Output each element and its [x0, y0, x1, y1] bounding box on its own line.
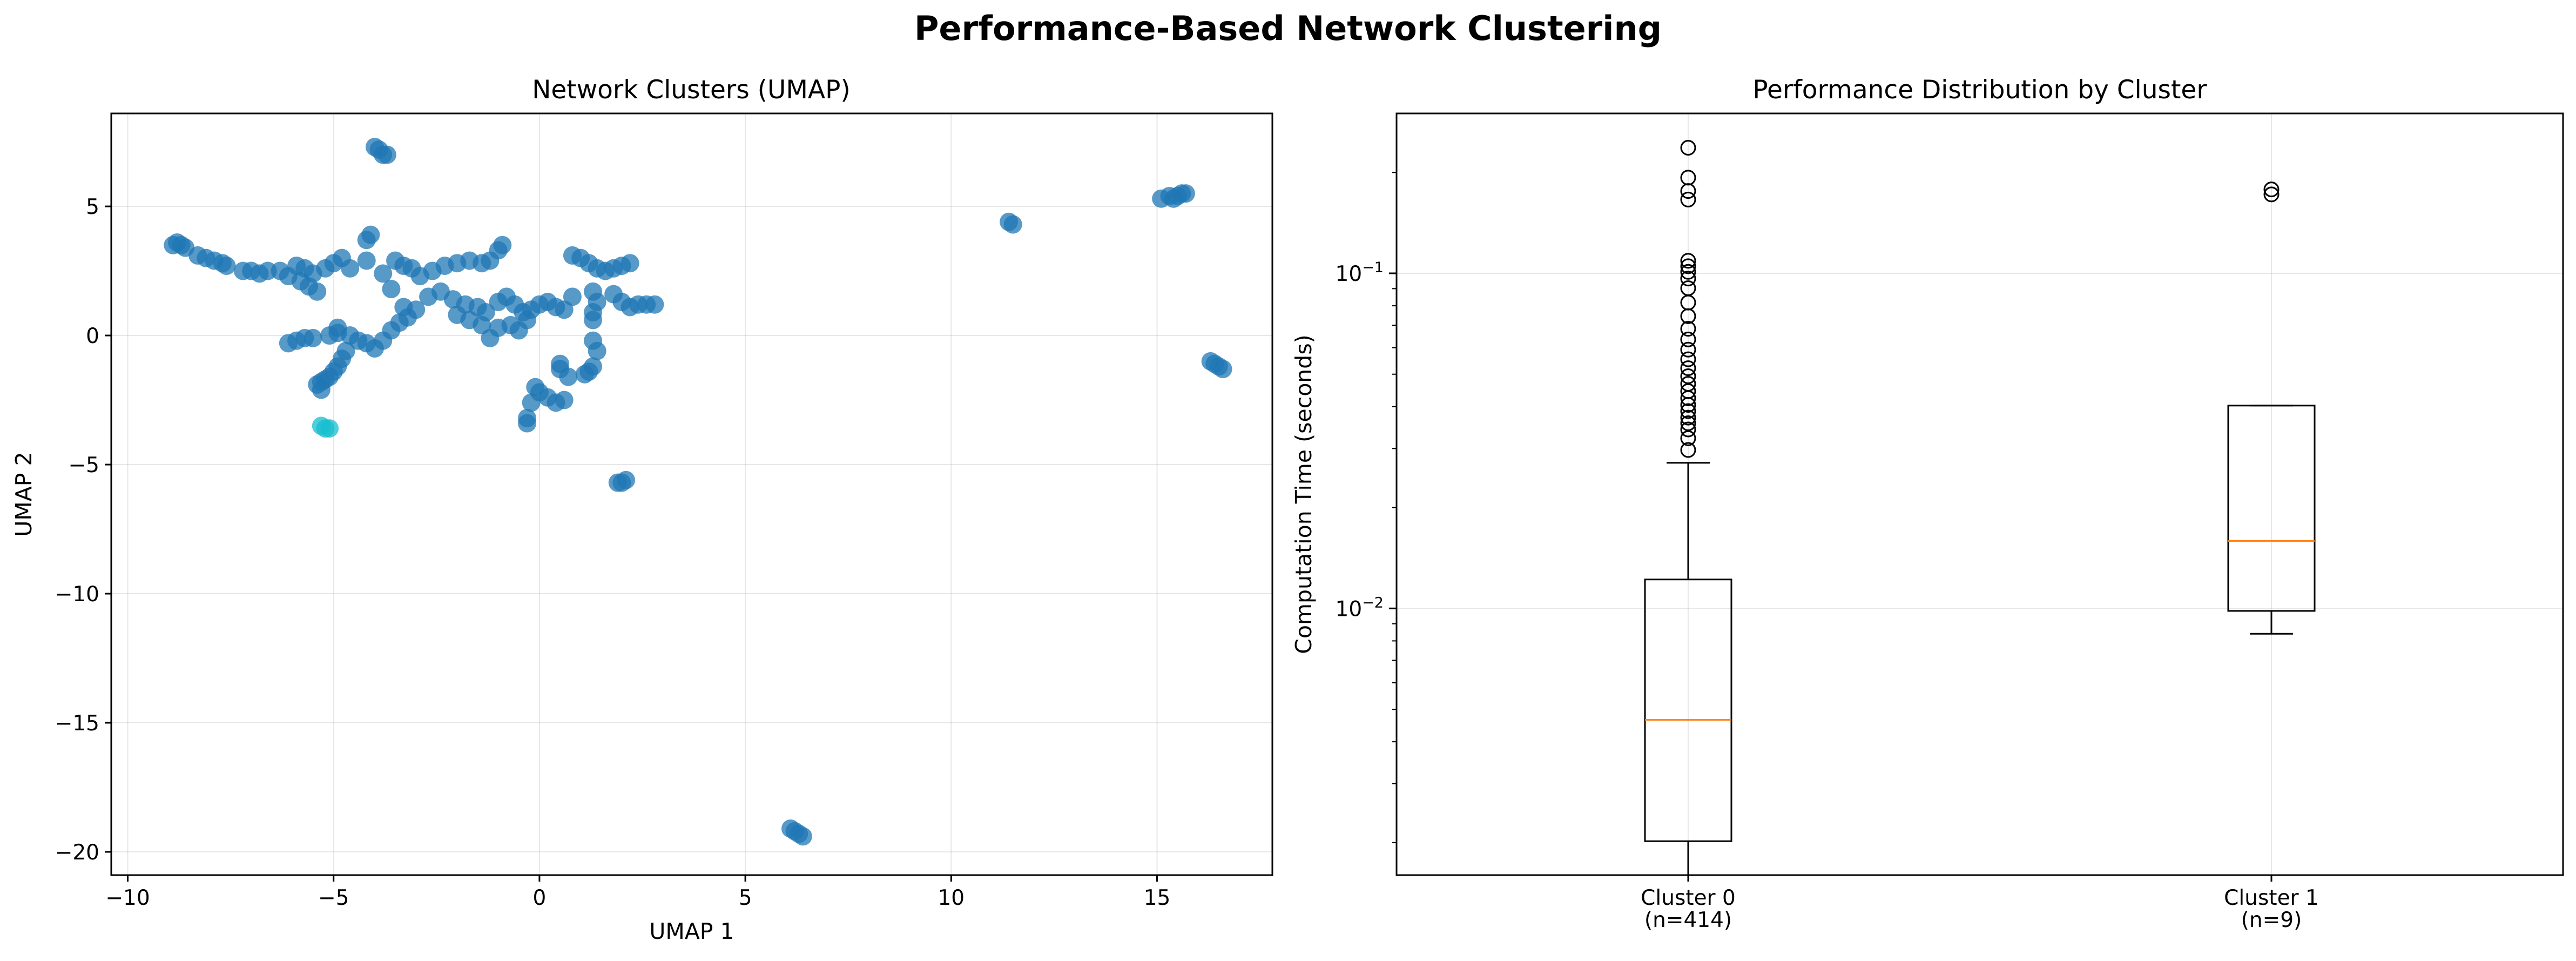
figure-title: Performance-Based Network Clustering [914, 9, 1662, 48]
outlier-point [1680, 360, 1696, 377]
y-tick-label: 10−1 [1336, 259, 1384, 286]
umap-y-axis-label: UMAP 2 [11, 452, 37, 536]
x-tick-label: 0 [532, 886, 546, 910]
outlier-point [1680, 351, 1696, 367]
x-tick-label: 5 [739, 886, 752, 910]
outlier-point [2263, 182, 2280, 198]
outlier-point [1680, 341, 1696, 358]
cluster-0-point [584, 311, 603, 330]
cluster-0-point [526, 378, 545, 397]
boxplot-ticks: 10−2 10−1 Cluster 0(n=414) Cluster 1(n=9) [1336, 172, 2319, 932]
boxplot-axes-frame [1395, 112, 2564, 876]
outlier-point [1680, 403, 1696, 419]
umap-x-axis-label: UMAP 1 [649, 918, 734, 944]
outlier-point [1680, 409, 1696, 426]
outlier-point [1680, 442, 1696, 458]
cluster-0-point [398, 308, 417, 327]
outlier-point [1680, 280, 1696, 296]
outlier-point [1680, 271, 1696, 287]
cluster-0-point [563, 287, 582, 306]
x-category-label: Cluster 0 [1641, 886, 1736, 910]
cluster-0-point [493, 236, 512, 254]
cluster-1-box [2227, 182, 2316, 635]
outlier-point [1680, 331, 1696, 347]
boxplot-y-axis-label: Computation Time (seconds) [1291, 334, 1317, 654]
y-tick-label: −10 [55, 582, 99, 607]
x-tick-label: −10 [105, 886, 150, 910]
cluster-0-point [522, 393, 541, 412]
outlier-point [1680, 191, 1696, 207]
cluster-0-point [357, 251, 376, 270]
umap-panel-title: Network Clusters (UMAP) [532, 75, 851, 105]
iqr-box [1644, 579, 1732, 842]
cluster-0-point [575, 365, 594, 384]
cluster-0-point [1164, 189, 1183, 208]
y-tick-label: 10−2 [1336, 594, 1384, 621]
outlier-point [1680, 430, 1696, 446]
cluster-0-point [341, 259, 360, 278]
cluster-0-point [361, 225, 380, 244]
cluster-0-point [645, 295, 664, 314]
outlier-point [1680, 415, 1696, 431]
cluster-0-point [312, 380, 331, 399]
cluster-0-point [382, 280, 401, 299]
outlier-point [1680, 321, 1696, 337]
y-tick-label: −15 [55, 711, 99, 736]
cluster-0-point [551, 354, 570, 373]
x-category-label: Cluster 1 [2224, 886, 2319, 910]
x-tick-label: −5 [318, 886, 349, 910]
cluster-0-point [518, 414, 537, 433]
cluster-0-point [448, 305, 467, 324]
cluster-0-point [793, 827, 812, 846]
outlier-point [1680, 376, 1696, 392]
cluster-0-point [1003, 215, 1022, 234]
cluster-0-point [308, 282, 327, 301]
y-tick-label: −20 [55, 841, 99, 865]
outlier-point [1680, 383, 1696, 399]
x-category-label: (n=9) [2241, 908, 2302, 932]
cluster-0-point [304, 328, 322, 347]
cluster-0-point [518, 311, 537, 330]
outlier-point [1680, 170, 1696, 186]
x-category-label: (n=414) [1644, 908, 1732, 932]
y-tick-label: 5 [86, 195, 99, 219]
cluster-0-point [374, 264, 393, 283]
cluster-0-point [328, 318, 347, 337]
outlier-point [1680, 368, 1696, 385]
umap-axes-frame [110, 112, 1273, 876]
y-tick-label: −5 [69, 453, 100, 478]
umap-points [164, 138, 1232, 846]
x-tick-label: 15 [1144, 886, 1171, 910]
umap-grid [111, 113, 1272, 875]
umap-scatter-panel: Network Clusters (UMAP) −10 −5 0 5 10 15−20−1… [11, 75, 1273, 944]
umap-ticks: −10 −5 0 5 10 15 −20 −15 −10 −5 0 5 [55, 195, 1171, 910]
boxplot-panel-title: Performance Distribution by Cluster [1752, 75, 2207, 105]
outlier-point [1680, 140, 1696, 156]
cluster-0-point [617, 471, 636, 489]
x-tick-label: 10 [938, 886, 965, 910]
iqr-box [2227, 405, 2316, 612]
outlier-point [1680, 258, 1696, 274]
outlier-point [1680, 421, 1696, 438]
cluster-0-point [1213, 360, 1232, 379]
cluster-0-point [588, 341, 606, 360]
outlier-point [1680, 253, 1696, 269]
outlier-point [1680, 264, 1696, 280]
cluster-0-point [621, 254, 639, 273]
performance-boxplot-panel: Performance Distribution by Cluster 10−2… [1291, 75, 2564, 932]
boxplot-boxes [1644, 140, 2316, 875]
outlier-point [2263, 186, 2280, 203]
cluster-1-point [312, 416, 331, 435]
y-tick-label: 0 [86, 324, 99, 348]
cluster-0-box [1644, 140, 1732, 875]
cluster-0-point [377, 145, 396, 164]
cluster-0-point [217, 257, 236, 275]
